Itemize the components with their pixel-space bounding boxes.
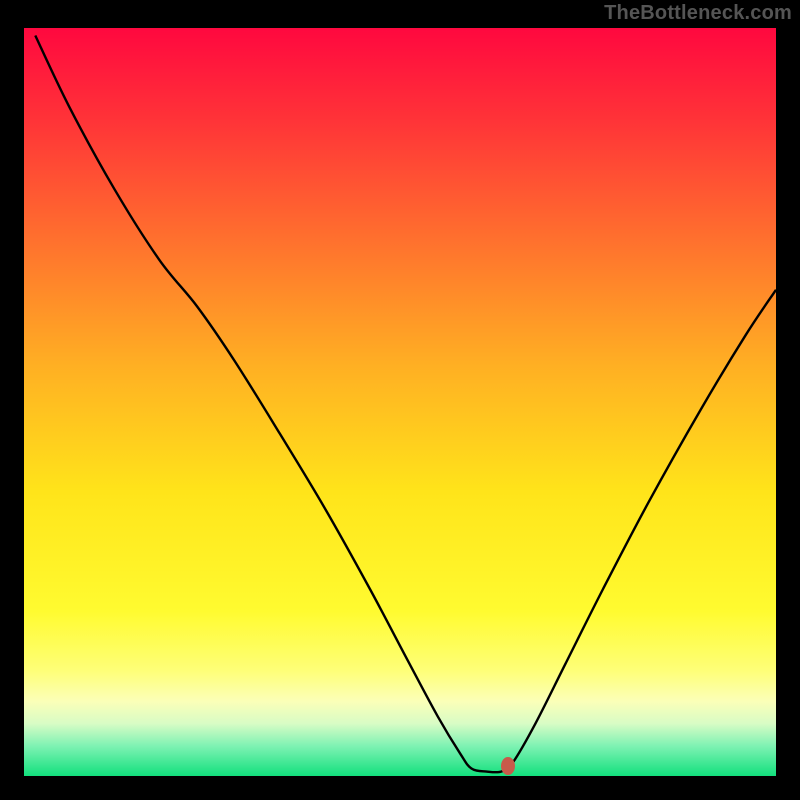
chart-frame: TheBottleneck.com bbox=[0, 0, 800, 800]
watermark-text: TheBottleneck.com bbox=[604, 2, 792, 25]
bottleneck-curve-chart bbox=[24, 28, 776, 776]
plot-area bbox=[24, 28, 776, 776]
optimum-marker bbox=[501, 757, 515, 775]
bottleneck-curve-line bbox=[35, 35, 776, 772]
